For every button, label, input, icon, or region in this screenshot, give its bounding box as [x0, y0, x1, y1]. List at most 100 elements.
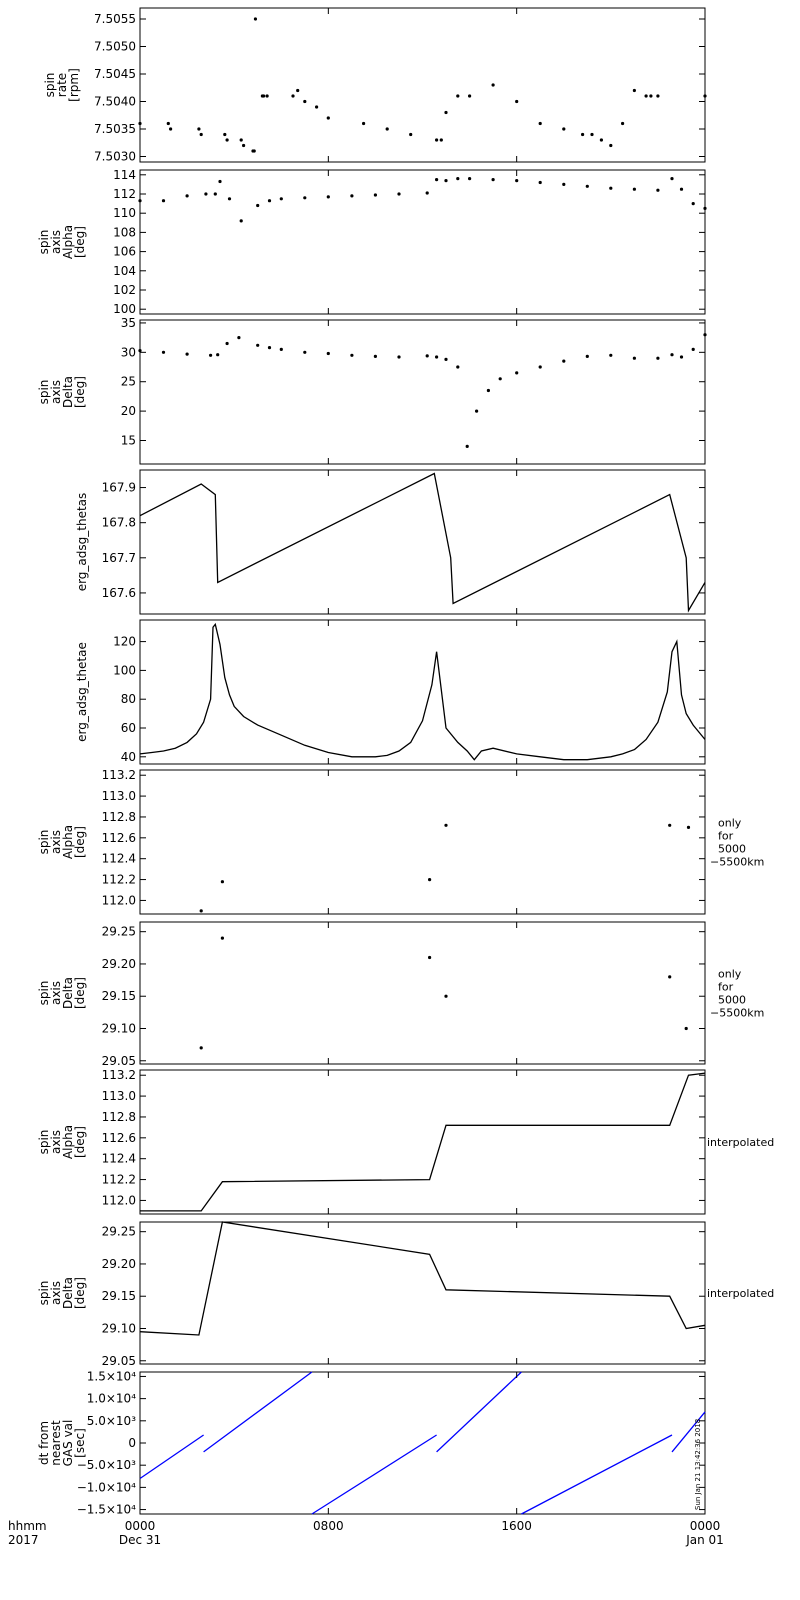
- y-tick-label: 25: [121, 375, 136, 389]
- data-point: [185, 194, 189, 198]
- side-label-line: −5500km: [710, 1007, 764, 1020]
- data-point: [439, 138, 443, 142]
- y-axis-label-line: Alpha: [61, 825, 75, 859]
- data-point: [632, 356, 637, 360]
- data-point: [684, 1026, 688, 1031]
- data-point: [585, 354, 589, 358]
- timestamp: Sun Jan 21 13:42:36 2018: [694, 1419, 702, 1510]
- x-axis-label: hhmm: [8, 1519, 47, 1533]
- dt-segment: [311, 1434, 437, 1515]
- data-point: [486, 388, 490, 393]
- y-tick-label: 112.4: [102, 852, 136, 866]
- panel-frame: [139, 169, 706, 315]
- y-axis-label-line: spin: [37, 981, 51, 1006]
- y-axis-label-line: [deg]: [73, 826, 87, 858]
- data-point: [621, 121, 625, 126]
- y-tick-label: 167.9: [102, 481, 136, 495]
- x-tick-label: 0000: [690, 1519, 721, 1533]
- side-label-line: only: [718, 968, 742, 981]
- data-point: [291, 94, 295, 98]
- panel-frame: [139, 1069, 706, 1215]
- y-tick-label: 112.6: [102, 1131, 136, 1145]
- data-point: [562, 182, 566, 186]
- data-point: [468, 94, 472, 98]
- data-point: [656, 356, 660, 360]
- y-tick-label: 29.20: [102, 1257, 136, 1271]
- panel-frame: [139, 619, 706, 765]
- data-point: [491, 178, 495, 182]
- y-tick-label: 29.20: [102, 957, 136, 971]
- data-point: [679, 187, 684, 191]
- data-point: [252, 149, 256, 153]
- data-point: [227, 197, 232, 201]
- y-tick-label: 7.5030: [94, 150, 136, 164]
- data-point: [656, 188, 660, 192]
- data-point: [475, 409, 479, 413]
- panel-6: 112.0 112.2 112.4 112.6 112.8 113.0 113.2 spina…: [37, 768, 764, 915]
- y-tick-label: 29.15: [102, 989, 136, 1003]
- data-point: [538, 365, 542, 369]
- y-axis-label-line: rate: [55, 73, 69, 97]
- y-axis-label-line: dt from: [37, 1421, 51, 1465]
- data-point: [435, 355, 439, 359]
- y-tick-label: 0: [128, 1436, 136, 1450]
- data-point: [223, 132, 227, 137]
- data-point: [425, 354, 429, 358]
- y-tick-label: 113.2: [102, 768, 136, 782]
- data-point: [599, 138, 604, 142]
- data-point: [362, 121, 366, 126]
- x-tick-label: 0800: [313, 1519, 344, 1533]
- x-tick-label: 0000: [125, 1519, 156, 1533]
- data-point: [444, 823, 448, 827]
- y-axis-label-line: axis: [49, 1281, 63, 1305]
- y-axis-label-line: Delta: [61, 1277, 75, 1309]
- data-point: [498, 377, 502, 381]
- data-point: [425, 191, 429, 195]
- data-point: [590, 132, 594, 137]
- data-point: [225, 138, 229, 142]
- panel-4: 167.6 167.7 167.8 167.9 erg_adsg_thetas: [75, 469, 706, 615]
- data-point: [262, 94, 266, 98]
- data-point: [691, 347, 695, 351]
- data-point: [315, 105, 319, 109]
- y-tick-label: 110: [113, 206, 136, 220]
- y-axis-label-line: Delta: [61, 376, 75, 408]
- y-tick-label: 112.0: [102, 893, 136, 907]
- y-axis-label-line: spin: [37, 1130, 51, 1155]
- x-tick-date-label: Jan 01: [685, 1533, 724, 1547]
- side-label-line: interpolated: [707, 1287, 774, 1300]
- y-axis-label-line: GAS val: [61, 1420, 75, 1467]
- y-tick-label: −1.5×10⁴: [77, 1503, 136, 1517]
- data-point: [515, 179, 519, 183]
- data-point: [218, 179, 222, 184]
- y-axis-label-line: Alpha: [61, 1125, 75, 1159]
- y-axis-label-line: spin: [37, 1281, 51, 1306]
- y-tick-label: 30: [121, 345, 136, 359]
- y-tick-label: 113.0: [102, 789, 136, 803]
- data-point: [515, 99, 519, 104]
- y-axis-label-line: erg_adsg_thetae: [75, 642, 89, 742]
- data-point: [444, 994, 448, 998]
- panel-9: 29.05 29.10 29.15 29.20 29.25 spinaxisDelta[d…: [37, 1221, 774, 1368]
- y-tick-label: 29.10: [102, 1322, 136, 1336]
- data-point: [138, 199, 142, 203]
- data-point: [703, 206, 707, 210]
- series-line: [139, 622, 706, 761]
- y-tick-label: 1.5×10⁴: [87, 1369, 136, 1383]
- y-axis-label-line: spin: [37, 230, 51, 255]
- data-point: [138, 349, 142, 353]
- x-tick-date-label: Dec 31: [119, 1533, 161, 1547]
- data-point: [256, 343, 260, 347]
- data-point: [185, 352, 189, 356]
- data-point: [303, 196, 307, 200]
- y-tick-label: 7.5040: [94, 95, 136, 109]
- data-point: [166, 121, 170, 126]
- data-point: [444, 357, 448, 361]
- y-axis-label-line: Alpha: [61, 225, 75, 259]
- y-axis-label-line: Delta: [61, 977, 75, 1009]
- y-tick-label: 5.0×10³: [87, 1414, 136, 1428]
- data-point: [239, 219, 243, 223]
- data-point: [220, 880, 224, 884]
